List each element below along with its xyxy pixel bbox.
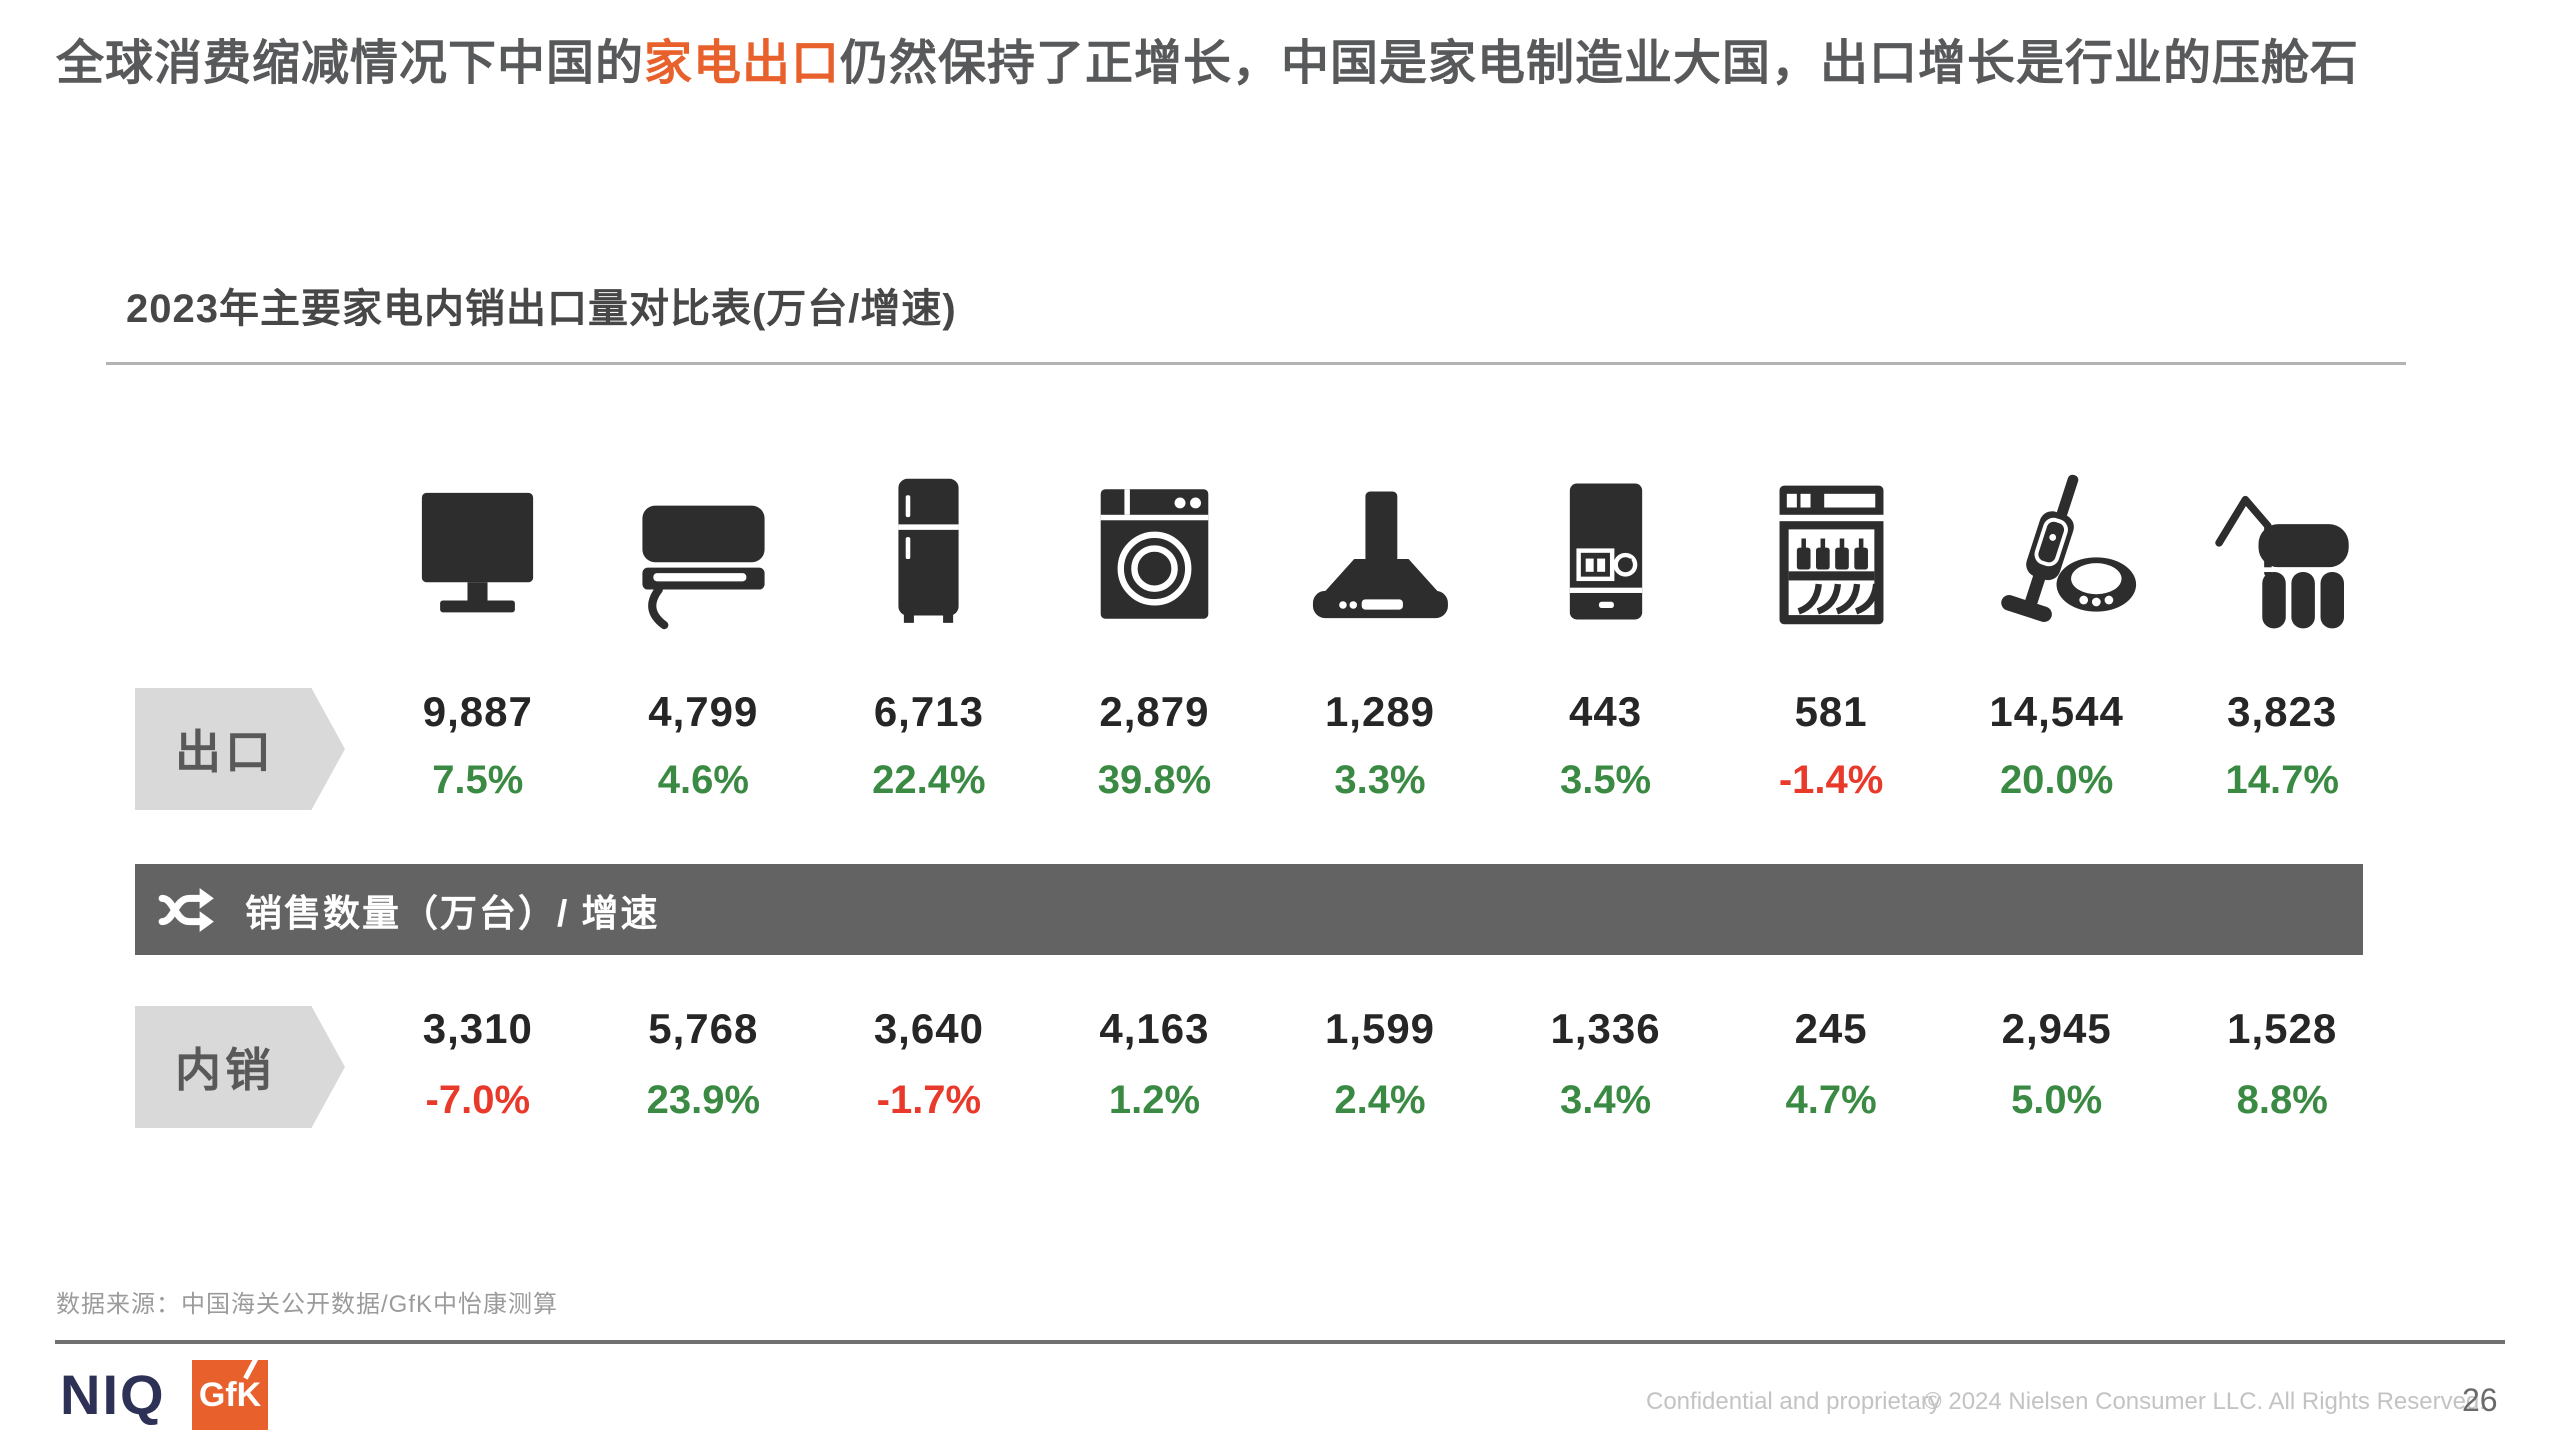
export-value: 443 <box>1569 688 1643 735</box>
refrigerator-icon <box>816 464 1042 634</box>
export-growth: 3.5% <box>1559 757 1652 802</box>
export-growth: 14.7% <box>2225 757 2339 802</box>
export-value: 4,799 <box>648 688 759 735</box>
domestic-growth: -1.7% <box>876 1077 982 1122</box>
export-growth: 20.0% <box>1999 757 2114 802</box>
domestic-row-label: 内销 <box>175 1044 275 1096</box>
export-growth: 3.3% <box>1334 757 1426 802</box>
export-growth-row: 7.5% 4.6% 22.4% 39.8% 3.3% 3.5% -1.4% 20… <box>365 756 2395 804</box>
tv-icon <box>365 474 591 634</box>
confidential-note: Confidential and proprietary <box>1646 1388 1941 1415</box>
export-row-label: 出口 <box>175 726 275 778</box>
niq-logo: NIQ <box>60 1363 166 1426</box>
domestic-growth: 2.4% <box>1334 1077 1426 1122</box>
domestic-growth: 3.4% <box>1559 1077 1652 1122</box>
vacuum-cleaner-icon <box>1944 469 2170 634</box>
export-growth: 22.4% <box>872 757 986 802</box>
dishwasher-icon <box>1718 474 1944 634</box>
domestic-value: 4,163 <box>1099 1005 1210 1052</box>
export-value: 2,879 <box>1099 688 1210 735</box>
sales-quantity-banner-label: 销售数量（万台）/ 增速 <box>245 892 660 934</box>
gfk-logo: GfK <box>192 1360 268 1430</box>
domestic-value: 1,599 <box>1324 1005 1436 1052</box>
domestic-value: 1,528 <box>2227 1005 2338 1052</box>
domestic-value: 3,640 <box>873 1005 984 1052</box>
domestic-value: 5,768 <box>648 1005 759 1052</box>
domestic-growth-row: -7.0% 23.9% -1.7% 1.2% 2.4% 3.4% 4.7% 5.… <box>365 1076 2395 1124</box>
page-number: 26 <box>2462 1382 2498 1418</box>
domestic-value: 3,310 <box>422 1005 533 1052</box>
air-conditioner-icon <box>591 474 817 634</box>
export-value: 14,544 <box>1989 688 2124 735</box>
copyright-note: © 2024 Nielsen Consumer LLC. All Rights … <box>1924 1388 2486 1415</box>
domestic-growth: 4.7% <box>1785 1077 1877 1122</box>
data-source-note: 数据来源：中国海关公开数据/GfK中怡康测算 <box>56 1291 559 1318</box>
domestic-growth: 5.0% <box>2011 1077 2103 1122</box>
title-pre: 全球消费缩减情况下中国的 <box>56 37 645 90</box>
domestic-growth: 23.9% <box>646 1077 761 1122</box>
domestic-growth: 8.8% <box>2236 1077 2328 1122</box>
domestic-growth: 1.2% <box>1108 1077 1201 1122</box>
title-post: 仍然保持了正增长，中国是家电制造业大国，出口增长是行业的压舱石 <box>840 37 2360 90</box>
export-growth: 39.8% <box>1097 757 1212 802</box>
export-row-badge: 出口 <box>135 688 345 810</box>
appliance-icons-row <box>365 438 2395 634</box>
gfk-logo-text: GfK <box>198 1375 262 1414</box>
domestic-growth: -7.0% <box>425 1077 531 1122</box>
export-growth: 7.5% <box>432 757 524 802</box>
export-growth: -1.4% <box>1778 757 1884 802</box>
domestic-value: 1,336 <box>1550 1005 1661 1052</box>
export-value: 581 <box>1794 688 1868 735</box>
water-purifier-icon <box>2169 479 2395 634</box>
domestic-value: 2,945 <box>2001 1005 2112 1052</box>
divider-line-top <box>106 362 2406 365</box>
export-value: 1,289 <box>1324 688 1436 735</box>
export-values-row: 9,887 4,799 6,713 2,879 1,289 443 581 14… <box>365 686 2395 738</box>
page-title: 全球消费缩减情况下中国的家电出口仍然保持了正增长，中国是家电制造业大国，出口增长… <box>56 34 2486 94</box>
domestic-values-row: 3,310 5,768 3,640 4,163 1,599 1,336 245 … <box>365 1003 2395 1055</box>
water-heater-icon <box>1493 469 1719 634</box>
table-title: 2023年主要家电内销出口量对比表(万台/增速) <box>126 287 957 331</box>
export-value: 9,887 <box>422 688 533 735</box>
domestic-row-badge: 内销 <box>135 1006 345 1128</box>
divider-line-bottom <box>55 1340 2505 1344</box>
shuffle-icon <box>158 887 214 932</box>
sales-quantity-banner: 销售数量（万台）/ 增速 <box>135 864 2363 955</box>
range-hood-icon <box>1267 484 1493 634</box>
title-highlight: 家电出口 <box>644 37 841 90</box>
export-value: 6,713 <box>873 688 984 735</box>
washing-machine-icon <box>1042 474 1268 634</box>
export-value: 3,823 <box>2227 688 2338 735</box>
export-growth: 4.6% <box>657 757 749 802</box>
domestic-value: 245 <box>1794 1005 1868 1052</box>
